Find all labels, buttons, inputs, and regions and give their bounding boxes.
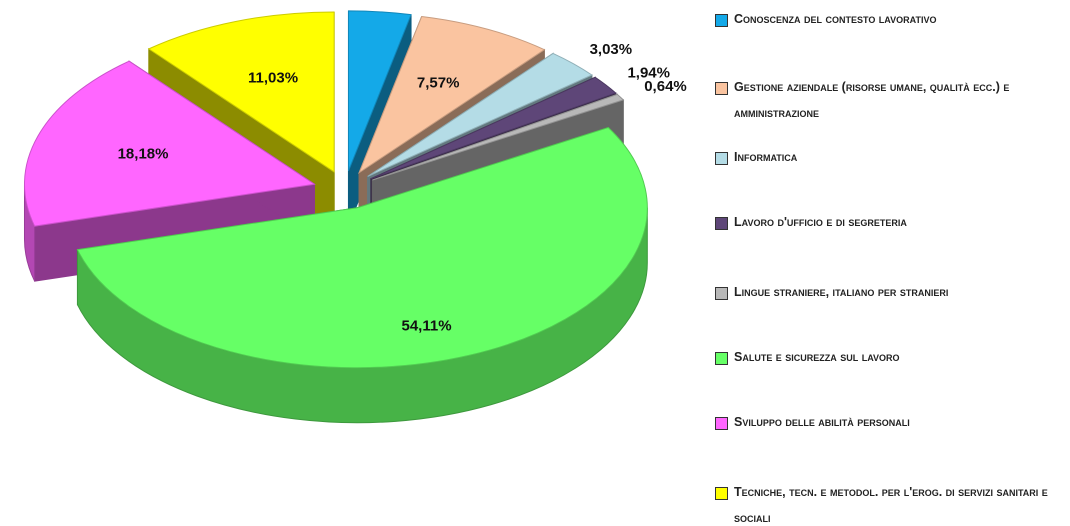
legend-swatch xyxy=(715,14,728,27)
legend-label: Informatica xyxy=(734,150,798,164)
value-label: 54,11% xyxy=(401,318,451,335)
legend-label: Conoscenza del contesto lavorativo xyxy=(734,12,937,26)
legend-item: Lingue straniere, italiano per stranieri xyxy=(715,285,1060,305)
value-label: 0,64% xyxy=(644,78,687,95)
value-label: 11,03% xyxy=(248,70,298,87)
legend-item: Tecniche, tecn. e metodol. per l'erog. d… xyxy=(715,485,1060,526)
legend-label: Sviluppo delle abilità personali xyxy=(734,415,910,429)
slice xyxy=(76,126,648,424)
legend-label: Lavoro d'ufficio e di segreteria xyxy=(734,215,907,229)
legend-swatch xyxy=(715,287,728,300)
slice-top xyxy=(358,15,546,175)
legend-label: Tecniche, tecn. e metodol. per l'erog. d… xyxy=(734,485,1048,525)
slice-top xyxy=(24,60,316,227)
legend-item: Gestione aziendale (risorse umane, quali… xyxy=(715,80,1060,126)
value-label: 3,03% xyxy=(590,41,633,58)
legend-swatch xyxy=(715,152,728,165)
legend-label: Gestione aziendale (risorse umane, quali… xyxy=(734,80,1010,120)
legend-swatch xyxy=(715,487,728,500)
value-label: 1,94% xyxy=(627,65,670,82)
legend-item: Conoscenza del contesto lavorativo xyxy=(715,12,1060,32)
slice-top xyxy=(372,93,625,181)
value-label: 18,18% xyxy=(118,145,169,162)
legend-label: Lingue straniere, italiano per stranieri xyxy=(734,285,949,299)
slice-top xyxy=(370,76,617,180)
legend-item: Salute e sicurezza sul lavoro xyxy=(715,350,1060,370)
legend-swatch xyxy=(715,82,728,95)
pie-area: 3,46% 11,03% 7,57% 3,03% 1,94%0,64% 18,18% 54,… xyxy=(23,0,687,424)
slice-top xyxy=(147,11,335,173)
legend-item: Informatica xyxy=(715,150,1060,170)
slice-top xyxy=(367,52,593,177)
legend-swatch xyxy=(715,352,728,365)
legend-item: Lavoro d'ufficio e di segreteria xyxy=(715,215,1060,235)
legend-label: Salute e sicurezza sul lavoro xyxy=(734,350,900,364)
legend-swatch xyxy=(715,217,728,230)
slice-top xyxy=(347,10,412,172)
value-label: 7,57% xyxy=(417,75,460,92)
value-label: 3,46% xyxy=(364,0,407,1)
legend-item: Sviluppo delle abilità personali xyxy=(715,415,1060,435)
slice-top xyxy=(76,126,648,369)
legend-swatch xyxy=(715,417,728,430)
